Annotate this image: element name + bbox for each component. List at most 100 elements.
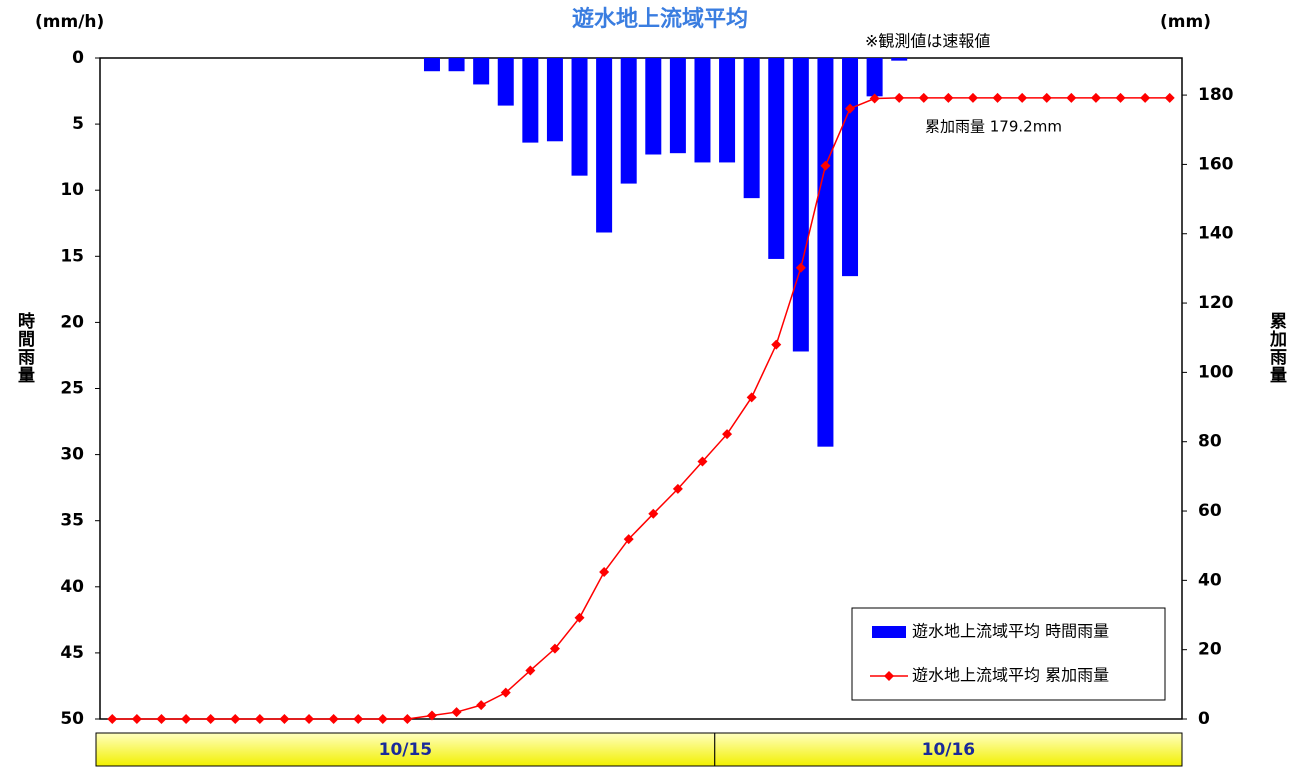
marker [1140,92,1151,103]
marker [795,262,806,273]
marker [1090,92,1101,103]
legend-swatch [872,626,906,638]
bar [743,58,760,199]
marker [426,710,437,721]
marker [549,643,560,654]
y-tick-label: 25 [60,379,84,399]
legend-label: 遊水地上流域平均 時間雨量 [912,622,1109,641]
marker [328,714,339,724]
y-tick-label: 45 [60,643,84,663]
bar [596,58,613,233]
bar [645,58,662,155]
marker [967,92,978,103]
bar [423,58,440,72]
y-tick-label: 35 [60,511,84,531]
date-label: 10/16 [922,740,976,760]
marker [672,483,683,494]
bar [719,58,736,163]
marker [156,714,167,724]
bar [817,58,834,447]
marker [894,92,905,103]
marker [722,429,733,440]
chart-title: 遊水地上流域平均 [572,6,748,32]
marker [107,714,118,724]
bar [620,58,637,184]
bar [546,58,563,142]
date-band [714,732,1183,767]
marker [820,160,831,171]
bar [891,58,908,61]
y2-tick-label: 0 [1198,709,1210,729]
bar [522,58,539,143]
marker [845,103,856,114]
y2-tick-label: 180 [1198,85,1234,105]
bar [448,58,465,72]
bar [842,58,859,277]
marker [1115,92,1126,103]
bar [866,58,883,97]
y-tick-label: 0 [72,48,84,68]
marker [205,714,216,724]
marker [918,92,929,103]
y-tick-label: 50 [60,709,84,729]
annotation: 累加雨量 179.2mm [925,118,1062,136]
legend-box [851,607,1166,701]
legend-swatch [884,671,894,681]
bar [473,58,490,85]
y2-tick-label: 120 [1198,293,1234,313]
y-tick-label: 10 [60,180,84,200]
y2-unit: (mm) [1160,12,1211,32]
y2-tick-label: 160 [1198,154,1234,174]
bar [571,58,588,176]
marker [1041,92,1052,103]
marker [131,714,142,724]
marker [1017,92,1028,103]
bar [792,58,809,352]
legend-label: 遊水地上流域平均 累加雨量 [912,666,1109,685]
marker [1164,92,1175,103]
marker [402,714,413,724]
y-unit: (mm/h) [35,12,104,32]
marker [181,714,192,724]
y2-axis-label: 累加雨量 [1266,312,1286,384]
marker [992,92,1003,103]
marker [599,567,610,578]
y2-tick-label: 20 [1198,640,1222,660]
marker [476,700,487,711]
y-tick-label: 15 [60,246,84,266]
marker [1066,92,1077,103]
note: ※観測値は速報値 [865,32,990,51]
date-band [95,732,716,767]
bar [497,58,514,106]
y2-tick-label: 40 [1198,570,1222,590]
marker [771,339,782,350]
marker [574,612,585,623]
marker [279,714,290,724]
y-tick-label: 5 [72,114,84,134]
bar [669,58,686,154]
marker [869,93,880,104]
marker [451,707,462,718]
y-tick-label: 30 [60,445,84,465]
date-label: 10/15 [379,740,433,760]
bar [694,58,711,163]
marker [377,714,388,724]
marker [353,714,364,724]
marker [746,392,757,403]
marker [943,92,954,103]
y2-tick-label: 60 [1198,501,1222,521]
marker [500,687,511,698]
y-tick-label: 20 [60,312,84,332]
y-axis-label: 時間雨量 [14,312,34,384]
y2-tick-label: 140 [1198,224,1234,244]
marker [697,456,708,467]
marker [525,665,536,676]
marker [230,714,241,724]
marker [304,714,315,724]
marker [623,534,634,545]
y2-tick-label: 80 [1198,432,1222,452]
bar [768,58,785,259]
y-tick-label: 40 [60,577,84,597]
marker [648,508,659,519]
